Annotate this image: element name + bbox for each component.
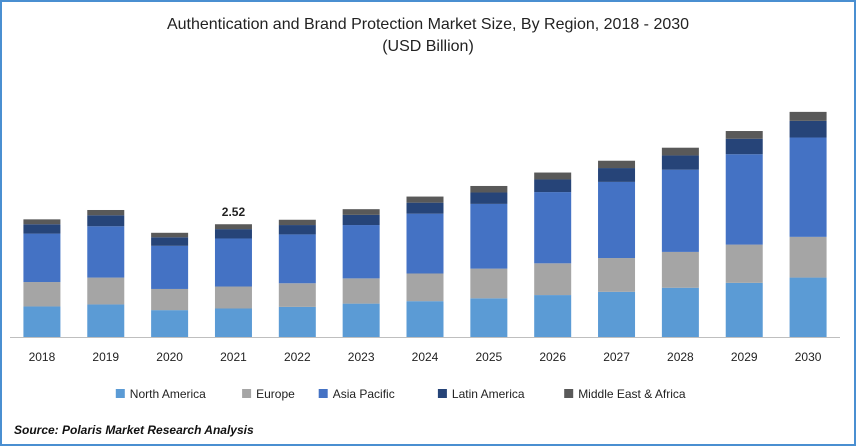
x-tick-label-2028: 2028 [667, 350, 694, 364]
bar-2021-europe [214, 286, 252, 309]
bar-2022-asia-pacific [278, 234, 316, 284]
bar-2025-middle-east-and-africa [470, 185, 508, 193]
bar-2019-latin-america [87, 215, 125, 227]
bar-2024-north-america [406, 301, 444, 337]
bar-2020-latin-america [151, 237, 189, 246]
legend-swatch-middle-east-and-africa [564, 389, 574, 398]
bar-2030-north-america [789, 277, 827, 337]
bar-2028-latin-america [661, 155, 699, 170]
bar-2028-north-america [661, 287, 699, 337]
legend-label-europe: Europe [256, 387, 295, 401]
bar-2025-europe [470, 268, 508, 299]
legend-swatch-latin-america [437, 389, 447, 398]
bar-2024-asia-pacific [406, 213, 444, 274]
bar-2027-latin-america [598, 168, 636, 182]
bar-2022-europe [278, 283, 316, 307]
bar-2026-europe [534, 263, 572, 296]
x-tick-label-2026: 2026 [539, 350, 566, 364]
bar-2028-middle-east-and-africa [661, 147, 699, 156]
x-tick-label-2025: 2025 [475, 350, 502, 364]
bar-2019-asia-pacific [87, 226, 125, 278]
x-tick-label-2018: 2018 [29, 350, 56, 364]
x-tick-label-2030: 2030 [795, 350, 822, 364]
legend-label-middle-east-and-africa: Middle East & Africa [578, 387, 686, 401]
bar-2023-north-america [342, 303, 380, 337]
bar-2022-middle-east-and-africa [278, 219, 316, 226]
bar-2025-latin-america [470, 192, 508, 204]
bar-2027-europe [598, 258, 636, 292]
bar-2029-latin-america [725, 138, 763, 155]
bar-2025-north-america [470, 298, 508, 337]
bar-2030-europe [789, 236, 827, 278]
bar-2029-asia-pacific [725, 154, 763, 245]
bar-2018-latin-america [23, 224, 61, 234]
bar-2020-middle-east-and-africa [151, 232, 189, 238]
bar-2019-europe [87, 277, 125, 305]
bar-2018-middle-east-and-africa [23, 219, 61, 225]
bar-2027-middle-east-and-africa [598, 160, 636, 169]
legend-swatch-asia-pacific [318, 389, 328, 398]
bar-2027-north-america [598, 291, 636, 337]
x-tick-label-2021: 2021 [220, 350, 247, 364]
bar-2022-latin-america [278, 225, 316, 235]
bar-2018-north-america [23, 306, 61, 337]
bar-2021-north-america [214, 308, 252, 337]
bar-2020-europe [151, 288, 189, 311]
chart-title: Authentication and Brand Protection Mark… [166, 16, 690, 33]
bar-2024-latin-america [406, 202, 444, 214]
bar-2026-middle-east-and-africa [534, 172, 572, 180]
bar-2021-middle-east-and-africa [214, 224, 252, 230]
x-tick-label-2023: 2023 [348, 350, 375, 364]
bar-2029-north-america [725, 282, 763, 337]
bar-2024-europe [406, 273, 444, 302]
legend-swatch-europe [242, 389, 252, 398]
x-tick-label-2024: 2024 [412, 350, 439, 364]
x-tick-label-2019: 2019 [92, 350, 119, 364]
bar-2030-latin-america [789, 120, 827, 138]
bar-2025-asia-pacific [470, 203, 508, 269]
chart-subtitle: (USD Billion) [382, 38, 474, 55]
bar-2019-middle-east-and-africa [87, 209, 125, 216]
bar-2019-north-america [87, 304, 125, 337]
bar-2018-asia-pacific [23, 233, 61, 283]
x-tick-label-2029: 2029 [731, 350, 758, 364]
bar-2024-middle-east-and-africa [406, 196, 444, 203]
legend-label-latin-america: Latin America [452, 387, 525, 401]
x-tick-label-2022: 2022 [284, 350, 311, 364]
bar-2021-latin-america [214, 229, 252, 239]
bar-2020-asia-pacific [151, 245, 189, 289]
legend-label-north-america: North America [130, 387, 206, 401]
bar-2028-europe [661, 251, 699, 288]
bar-2026-north-america [534, 295, 572, 337]
bar-2021-asia-pacific [214, 238, 252, 287]
legend-label-asia-pacific: Asia Pacific [333, 387, 395, 401]
bar-2030-asia-pacific [789, 137, 827, 237]
bar-2023-europe [342, 278, 380, 304]
bar-2029-middle-east-and-africa [725, 131, 763, 139]
bar-2023-middle-east-and-africa [342, 209, 380, 215]
bar-2027-asia-pacific [598, 181, 636, 259]
x-tick-label-2027: 2027 [603, 350, 630, 364]
bar-2028-asia-pacific [661, 169, 699, 252]
legend-swatch-north-america [115, 389, 125, 398]
bar-2030-middle-east-and-africa [789, 111, 827, 121]
bar-2018-europe [23, 282, 61, 307]
bar-2026-latin-america [534, 179, 572, 193]
bar-2029-europe [725, 244, 763, 283]
x-tick-label-2020: 2020 [156, 350, 183, 364]
bar-2022-north-america [278, 306, 316, 337]
bar-2020-north-america [151, 310, 189, 337]
bar-2026-asia-pacific [534, 192, 572, 264]
bar-2023-latin-america [342, 214, 380, 226]
data-label-2021: 2.52 [222, 205, 246, 219]
source-note: Source: Polaris Market Research Analysis [14, 423, 254, 437]
bar-2023-asia-pacific [342, 225, 380, 279]
